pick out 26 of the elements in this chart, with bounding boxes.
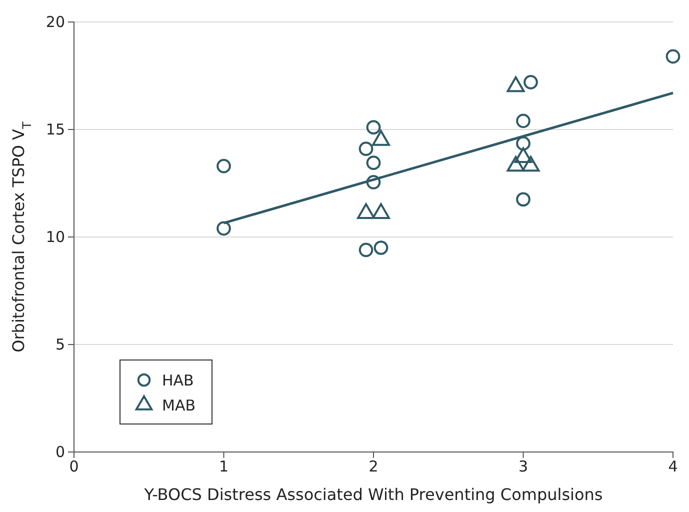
legend-label: MAB xyxy=(162,396,196,414)
y-tick-label: 10 xyxy=(46,228,65,246)
x-tick-label: 4 xyxy=(668,458,678,476)
y-tick-label: 0 xyxy=(55,442,65,461)
y-tick-label: 5 xyxy=(55,335,65,354)
y-tick-label: 15 xyxy=(46,120,65,138)
point xyxy=(216,158,231,174)
y-tick-label: 20 xyxy=(46,12,65,31)
point xyxy=(524,75,538,90)
point xyxy=(358,142,374,156)
point xyxy=(366,120,381,135)
legend-label: HAB xyxy=(162,371,194,390)
point xyxy=(366,175,381,190)
x-tick-label: 3 xyxy=(518,458,528,476)
point xyxy=(666,49,680,64)
point xyxy=(216,221,231,236)
point xyxy=(516,192,530,207)
point xyxy=(358,242,374,258)
x-tick-label: 2 xyxy=(368,458,378,476)
x-tick-label: 0 xyxy=(69,458,79,476)
point xyxy=(516,136,530,151)
point xyxy=(516,114,530,128)
x-axis-title: Y-BOCS Distress Associated With Preventing Compulsions xyxy=(143,485,603,504)
x-tick-label: 1 xyxy=(218,458,229,476)
point xyxy=(366,156,381,170)
point xyxy=(374,240,388,255)
